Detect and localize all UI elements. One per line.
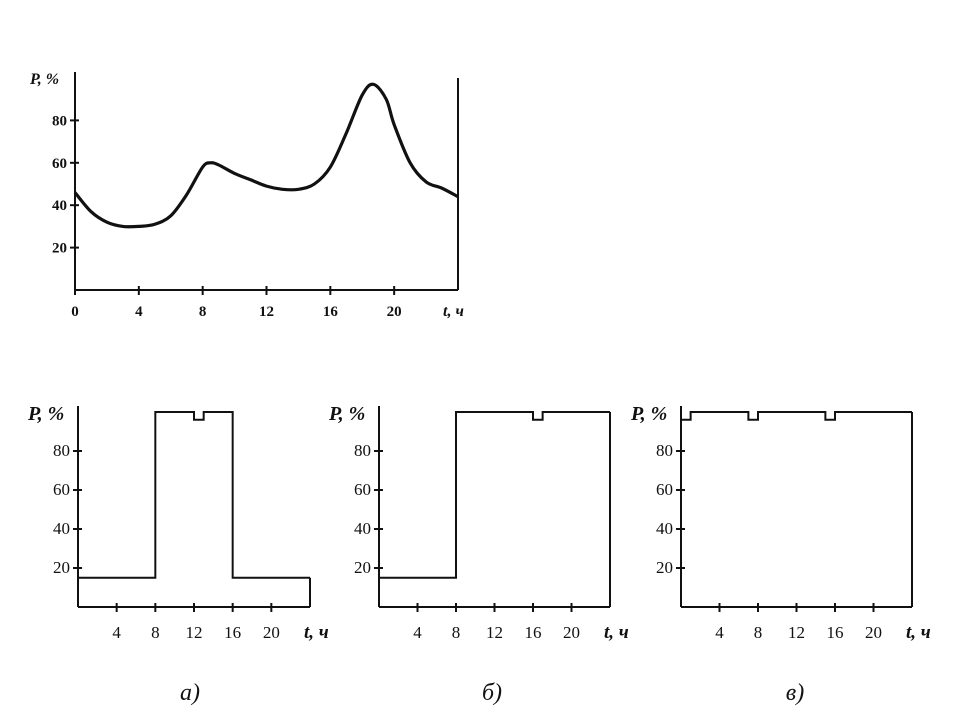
y-tick-label: 60 [354,480,371,499]
y-tick-label: 40 [53,519,70,538]
x-tick-label: 4 [715,623,724,642]
y-tick-label: 20 [53,558,70,577]
y-tick-label: 40 [354,519,371,538]
x-tick-label: 12 [259,304,274,320]
y-tick-label: 20 [354,558,371,577]
chart-b: 20 40 60 80 4 8 12 16 20 P, % t, ч б) [328,403,629,706]
x-axis-label: t, ч [443,303,464,320]
x-tick-label: 16 [224,623,241,642]
y-tick-label: 60 [656,480,673,499]
x-axis-label: t, ч [906,622,931,643]
y-tick-label: 80 [52,113,67,129]
x-tick-label: 8 [452,623,461,642]
load-step-line [680,411,912,421]
chart-caption: в) [786,680,804,706]
y-tick-label: 20 [52,241,67,257]
x-tick-label: 4 [413,623,422,642]
y-tick-label: 60 [52,156,67,172]
y-tick-label: 60 [53,480,70,499]
chart-top: 20 40 60 80 0 4 8 12 16 20 P, % t, ч [29,71,464,320]
x-tick-label: 8 [754,623,763,642]
x-tick-label: 12 [788,623,805,642]
x-tick-label: 20 [563,623,580,642]
x-axis-label: t, ч [304,622,329,643]
y-axis-label: P, % [29,71,59,88]
load-curve [73,82,459,229]
x-tick-label: 16 [827,623,844,642]
chart-a: 20 40 60 80 4 8 12 16 20 P, % t, ч а) [27,403,329,706]
y-axis-label: P, % [328,403,365,425]
load-step-line [78,411,310,579]
x-tick-label: 20 [387,304,402,320]
y-axis-label: P, % [630,403,667,425]
x-tick-label: 16 [323,304,339,320]
x-tick-label: 20 [263,623,280,642]
x-tick-label: 8 [151,623,160,642]
y-tick-label: 80 [354,441,371,460]
x-tick-label: 12 [486,623,503,642]
x-tick-label: 16 [525,623,542,642]
chart-caption: а) [180,680,200,706]
y-tick-label: 80 [53,441,70,460]
x-tick-label: 4 [135,304,143,320]
x-tick-label: 12 [186,623,203,642]
y-tick-label: 80 [656,441,673,460]
x-tick-label: 0 [71,304,79,320]
y-tick-label: 40 [656,519,673,538]
x-tick-label: 4 [112,623,121,642]
y-tick-label: 20 [656,558,673,577]
chart-caption: б) [482,680,502,706]
load-step-line [379,411,610,579]
chart-c: 20 40 60 80 4 8 12 16 20 P, % t, ч в) [630,403,931,706]
x-tick-label: 20 [865,623,882,642]
x-axis-label: t, ч [604,622,629,643]
y-axis-label: P, % [27,403,64,425]
x-tick-label: 8 [199,304,207,320]
y-tick-label: 40 [52,198,67,214]
